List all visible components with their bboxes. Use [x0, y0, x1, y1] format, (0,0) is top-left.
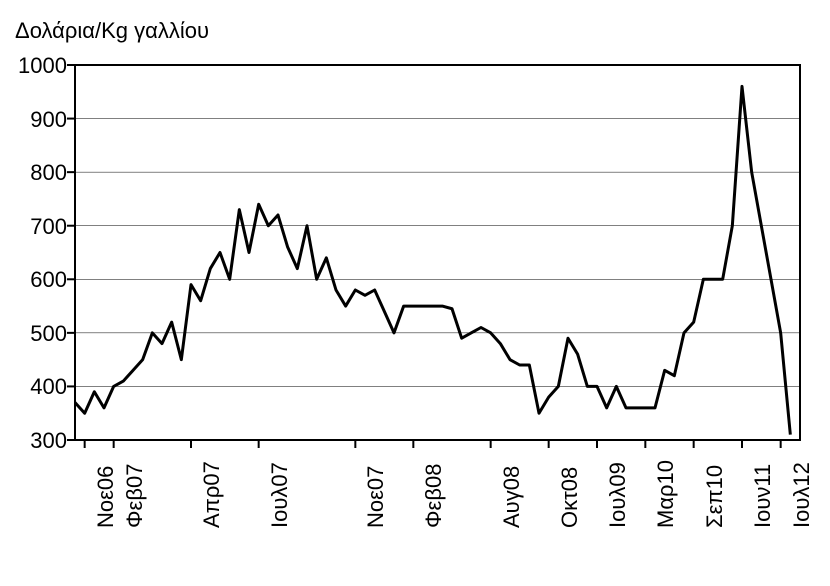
x-tick-label: Ιουλ12	[789, 462, 815, 528]
y-tick-label: 400	[17, 374, 67, 400]
x-tick-label: Ιουλ07	[267, 462, 293, 528]
x-tick-label: Νοε07	[363, 466, 389, 528]
x-tick-label: Φεβ08	[421, 464, 447, 529]
x-tick-label: Οκτ08	[557, 467, 583, 528]
y-tick-label: 300	[17, 428, 67, 454]
x-tick-label: Απρ07	[199, 461, 225, 528]
x-tick-label: Νοε06	[93, 466, 119, 528]
y-tick-label: 500	[17, 321, 67, 347]
chart-stage: { "chart": { "type": "line", "ylabel": "…	[0, 0, 830, 586]
x-tick-label: Αυγ08	[499, 466, 525, 528]
x-tick-label: Ιουν11	[750, 464, 776, 528]
x-tick-label: Μαρ10	[653, 460, 679, 528]
y-tick-label: 1000	[17, 53, 67, 79]
x-tick-label: Σεπ10	[702, 465, 728, 528]
y-tick-label: 900	[17, 107, 67, 133]
y-tick-label: 700	[17, 214, 67, 240]
y-tick-label: 800	[17, 160, 67, 186]
x-tick-label: Ιουλ09	[605, 462, 631, 528]
y-tick-label: 600	[17, 267, 67, 293]
x-tick-label: Φεβ07	[122, 464, 148, 529]
